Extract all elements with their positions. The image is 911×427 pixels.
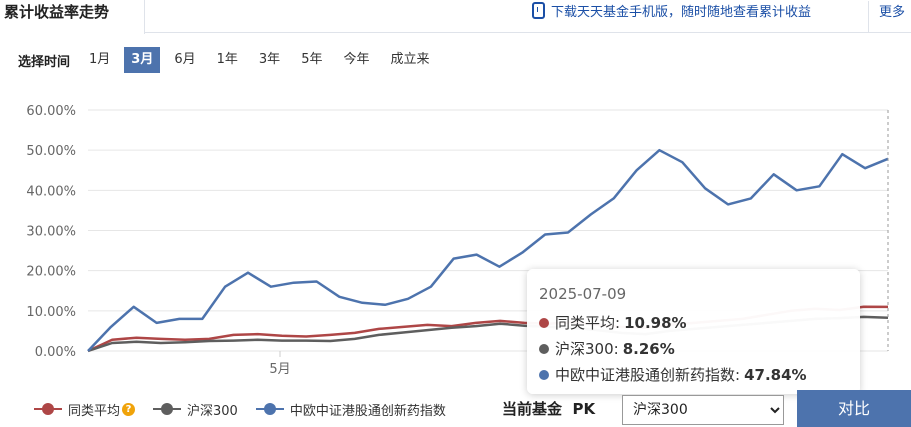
time-option-5y[interactable]: 5年 xyxy=(301,52,323,67)
tooltip-series-value: 47.84% xyxy=(744,365,807,384)
time-option-ytd[interactable]: 今年 xyxy=(343,52,370,67)
more-link[interactable]: 更多 xyxy=(868,1,911,33)
tooltip-series-name: 沪深300 xyxy=(555,340,614,358)
time-option-1m[interactable]: 1月 xyxy=(89,52,111,67)
tooltip-series-name: 同类平均 xyxy=(555,314,616,332)
download-app-link[interactable]: 下载天天基金手机版，随时随地查看累计收益 xyxy=(532,1,811,20)
legend-marker xyxy=(34,403,62,415)
time-option-since-inception[interactable]: 成立来 xyxy=(390,52,430,67)
question-icon[interactable]: ? xyxy=(122,402,136,416)
y-tick-label: 60.00% xyxy=(26,104,76,119)
y-axis-labels: 60.00% 50.00% 40.00% 30.00% 20.00% 10.00% 0.00… xyxy=(26,104,76,360)
chart-tooltip: 2025-07-09 同类平均 : 10.98% 沪深300 : 8.26% 中… xyxy=(527,269,860,394)
chart-gridlines xyxy=(88,109,888,352)
time-range-selector: 选择时间 1月 3月 6月 1年 3年 5年 今年 成立来 xyxy=(18,46,444,74)
tooltip-row-category-average: 同类平均 : 10.98% xyxy=(539,312,687,333)
tooltip-row-fund: 中欧中证港股通创新药指数 : 47.84% xyxy=(539,364,807,385)
y-tick-label: 30.00% xyxy=(26,225,76,240)
x-axis-labels: 5月 xyxy=(269,351,291,377)
download-app-text: 下载天天基金手机版，随时随地查看累计收益 xyxy=(551,5,812,20)
pk-label: 当前基金 PK xyxy=(502,400,596,418)
time-option-6m[interactable]: 6月 xyxy=(174,52,196,67)
chart-legend: 同类平均 ? 沪深300 中欧中证港股通创新药指数 xyxy=(34,398,464,420)
header-bar: 累计收益率走势 下载天天基金手机版，随时随地查看累计收益 更多 xyxy=(0,0,911,34)
x-tick-label: 5月 xyxy=(269,362,290,377)
legend-label: 同类平均 xyxy=(68,403,121,419)
tooltip-dot xyxy=(539,317,549,328)
y-tick-label: 50.00% xyxy=(26,144,76,159)
legend-marker xyxy=(153,403,182,415)
time-option-3m[interactable]: 3月 xyxy=(124,47,161,73)
legend-item-csi300[interactable]: 沪深300 xyxy=(153,400,238,419)
y-tick-label: 20.00% xyxy=(26,265,76,280)
y-tick-label: 40.00% xyxy=(26,184,76,199)
pk-compare-select[interactable]: 沪深300 xyxy=(622,395,784,425)
title-tab: 累计收益率走势 xyxy=(0,0,145,34)
y-tick-label: 0.00% xyxy=(35,345,76,360)
phone-icon xyxy=(532,2,545,19)
y-tick-label: 10.00% xyxy=(26,305,76,320)
tooltip-dot xyxy=(539,343,549,354)
tooltip-series-value: 10.98% xyxy=(624,313,687,332)
tooltip-date: 2025-07-09 xyxy=(539,285,627,303)
legend-item-category-average[interactable]: 同类平均 ? xyxy=(34,400,136,419)
tooltip-series-name: 中欧中证港股通创新药指数 xyxy=(555,366,736,384)
time-range-label: 选择时间 xyxy=(18,54,71,70)
time-option-1y[interactable]: 1年 xyxy=(216,52,238,67)
series-line-fund xyxy=(87,148,889,352)
page-title: 累计收益率走势 xyxy=(4,3,110,21)
legend-item-fund[interactable]: 中欧中证港股通创新药指数 xyxy=(255,400,446,419)
tooltip-dot xyxy=(539,369,549,380)
time-option-3y[interactable]: 3年 xyxy=(258,52,281,67)
compare-button[interactable]: 对比 xyxy=(797,390,911,427)
legend-label: 沪深300 xyxy=(187,403,238,419)
tooltip-row-csi300: 沪深300 : 8.26% xyxy=(539,338,675,359)
legend-label: 中欧中证港股通创新药指数 xyxy=(289,403,446,419)
tooltip-series-value: 8.26% xyxy=(622,339,675,358)
legend-marker xyxy=(255,403,284,415)
